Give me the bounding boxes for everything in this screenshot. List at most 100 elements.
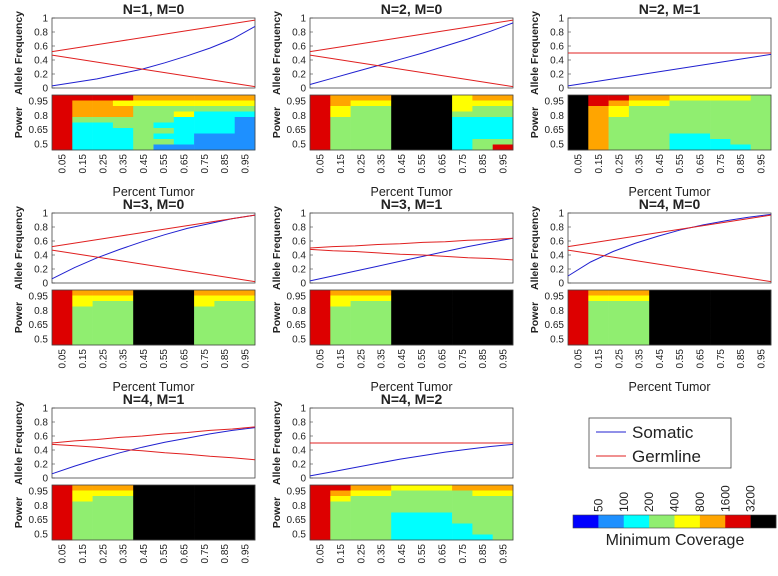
heatmap-cell xyxy=(608,312,630,318)
heatmap-cell xyxy=(330,490,351,497)
heatmap-cell xyxy=(214,312,235,318)
heatmap-cell xyxy=(649,111,670,118)
heatmap-cell xyxy=(689,334,711,340)
y-tick-label: 1 xyxy=(558,14,564,25)
heatmap-cell xyxy=(608,100,630,107)
heatmap-cell xyxy=(214,295,235,302)
power-heatmap: 0.95 0.8 0.65 0.5 Power 0.05 0.15 0.25 0.35 0.45 0… xyxy=(271,484,514,576)
heatmap-cell xyxy=(411,534,433,541)
somatic-line xyxy=(567,213,772,277)
x-tick-label: 0.95 xyxy=(498,154,509,174)
power-heatmap: 0.95 0.8 0.65 0.5 Power 0.05 0.15 0.25 0.35 0.45 0… xyxy=(529,289,772,394)
heatmap-cell xyxy=(92,490,114,497)
heatmap-cell xyxy=(472,529,493,535)
y-tick-label: 0.6 xyxy=(550,237,564,248)
heatmap-cell xyxy=(710,111,731,118)
heatmap-cell xyxy=(194,312,215,318)
heatmap-cell xyxy=(310,295,331,302)
x-tick-label: 0.25 xyxy=(614,349,625,369)
heatmap-cell xyxy=(72,139,93,145)
heatmap-cell xyxy=(194,128,215,134)
heatmap-cell xyxy=(72,518,93,524)
heatmap-cell xyxy=(310,106,331,112)
heatmap-cell xyxy=(330,106,351,112)
allele-frequency-axes: 1 0.8 0.6 0.4 0.2 0 Allele Frequency xyxy=(13,11,256,95)
heatmap-cell xyxy=(608,139,630,145)
power-tick-label: 0.8 xyxy=(292,306,306,317)
heatmap-cell xyxy=(214,523,235,530)
heatmap-cell xyxy=(52,301,73,307)
heatmap-cell xyxy=(391,117,412,123)
heatmap-cell xyxy=(350,133,372,140)
heatmap-cell xyxy=(214,306,235,313)
x-tick-label: 0.85 xyxy=(478,349,489,369)
heatmap-cell xyxy=(330,339,351,346)
heatmap-cell xyxy=(52,295,73,302)
heatmap-cell xyxy=(452,95,473,101)
heatmap-cell xyxy=(310,117,331,123)
heatmap-cell xyxy=(112,133,134,140)
heatmap-cell xyxy=(710,122,731,129)
heatmap-cell xyxy=(492,117,514,123)
heatmap-cell xyxy=(173,334,195,340)
heatmap-cell xyxy=(391,106,412,112)
heatmap-cell xyxy=(72,111,93,118)
heatmap-cell xyxy=(133,290,154,296)
heatmap-cell xyxy=(391,312,412,318)
heatmap-cell xyxy=(649,323,670,329)
heatmap-cell xyxy=(391,122,412,129)
heatmap-cell xyxy=(431,139,453,145)
heatmap-cell xyxy=(153,507,175,513)
heatmap-cell xyxy=(391,111,412,118)
heatmap-cell xyxy=(173,290,195,296)
legend: Somatic Germline xyxy=(588,417,732,469)
germline-line xyxy=(309,237,514,249)
x-tick-label: 0.45 xyxy=(397,154,408,174)
heatmap-cell xyxy=(568,117,589,123)
heatmap-cell xyxy=(133,100,154,107)
heatmap-cell xyxy=(431,334,453,340)
germline-line xyxy=(51,19,256,53)
heatmap-cell xyxy=(411,312,433,318)
heatmap-cell xyxy=(234,507,256,513)
heatmap-cell xyxy=(492,111,514,118)
heatmap-cell xyxy=(492,328,514,335)
panel-title: N=3, M=0 xyxy=(123,196,185,212)
heatmap-cell xyxy=(370,122,392,129)
colorbar-label: Minimum Coverage xyxy=(606,532,745,549)
heatmap-cell xyxy=(234,144,256,151)
heatmap-cell xyxy=(568,317,589,324)
heatmap-cell xyxy=(153,312,175,318)
heatmap-cell xyxy=(112,512,134,519)
heatmap-cell xyxy=(310,122,331,129)
heatmap-cell xyxy=(452,306,473,313)
heatmap-cell xyxy=(628,117,650,123)
heatmap-cell xyxy=(72,529,93,535)
heatmap-cell xyxy=(370,301,392,307)
panel-title: N=3, M=1 xyxy=(381,196,443,212)
power-tick-label: 0.8 xyxy=(34,111,48,122)
heatmap-cell xyxy=(194,317,215,324)
heatmap-cell xyxy=(431,496,453,502)
heatmap-cell xyxy=(234,523,256,530)
heatmap-cell xyxy=(750,144,772,151)
heatmap-cell xyxy=(649,95,670,101)
heatmap-cell xyxy=(588,128,609,134)
heatmap-cell xyxy=(472,111,493,118)
heatmap-cell xyxy=(92,523,114,530)
heatmap-cell xyxy=(472,106,493,112)
heatmap-cell xyxy=(112,290,134,296)
power-tick-label: 0.8 xyxy=(550,306,564,317)
panel-title: N=4, M=0 xyxy=(639,196,701,212)
x-tick-label: 0.55 xyxy=(417,154,428,174)
heatmap-cell xyxy=(112,128,134,134)
heatmap-cell xyxy=(492,523,514,530)
heatmap-cell xyxy=(689,328,711,335)
heatmap-cell xyxy=(173,312,195,318)
heatmap-cell xyxy=(730,117,751,123)
heatmap-cell xyxy=(310,496,331,502)
heatmap-cell xyxy=(350,339,372,346)
